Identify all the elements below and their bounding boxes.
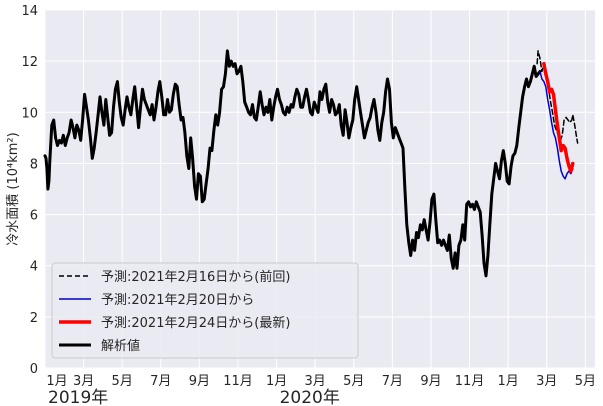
x-tick-label: 11月 [455, 374, 485, 389]
y-tick-label: 0 [30, 362, 38, 377]
year-label: 2019年 [48, 388, 108, 406]
x-tick-label: 1月 [498, 374, 519, 389]
x-tick-label: 7月 [150, 374, 171, 389]
x-tick-labels: 1月 3月 5月 7月 9月 11月 1月 3月 5月 7月 9月 11月 1月 3月 5月 [46, 374, 596, 389]
y-tick-label: 10 [21, 106, 38, 121]
y-tick-label: 6 [30, 209, 38, 224]
series-layer [43, 49, 579, 278]
series-line [43, 49, 542, 278]
x-tick-label: 5月 [112, 374, 133, 389]
x-tick-label: 9月 [189, 374, 210, 389]
year-label: 2020年 [280, 388, 340, 406]
y-tick-label: 4 [30, 260, 38, 275]
legend-label: 解析値 [101, 338, 140, 354]
x-tick-label: 5月 [575, 374, 596, 389]
series-line [539, 70, 574, 180]
y-axis-label: 冷水面積 (10⁴km²) [6, 132, 21, 245]
y-tick-label: 14 [21, 4, 38, 19]
legend: 予測:2021年2月16日から(前回) 予測:2021年2月20日から予測:202… [51, 262, 359, 359]
x-tick-label: 3月 [73, 374, 94, 389]
x-tick-label: 7月 [382, 374, 403, 389]
year-labels: 2019年 2020年 [48, 388, 340, 406]
y-tick-label: 8 [30, 157, 38, 172]
x-tick-label: 5月 [343, 374, 364, 389]
x-tick-label: 11月 [223, 374, 253, 389]
x-tick-label: 3月 [536, 374, 557, 389]
x-tick-label: 1月 [46, 374, 67, 389]
legend-box [51, 262, 359, 359]
y-tick-label: 12 [21, 55, 38, 70]
legend-label: 予測:2021年2月24日から(最新) [101, 315, 290, 331]
x-tick-label: 9月 [420, 374, 441, 389]
y-tick-labels: 0 2 4 6 8 10 12 14 [21, 4, 38, 377]
series-line [542, 61, 575, 173]
x-tick-label: 3月 [305, 374, 326, 389]
y-tick-label: 2 [30, 311, 38, 326]
legend-label: 予測:2021年2月16日から(前回) [101, 269, 290, 285]
x-tick-label: 1月 [266, 374, 287, 389]
legend-label: 予測:2021年2月20日から [101, 293, 254, 308]
